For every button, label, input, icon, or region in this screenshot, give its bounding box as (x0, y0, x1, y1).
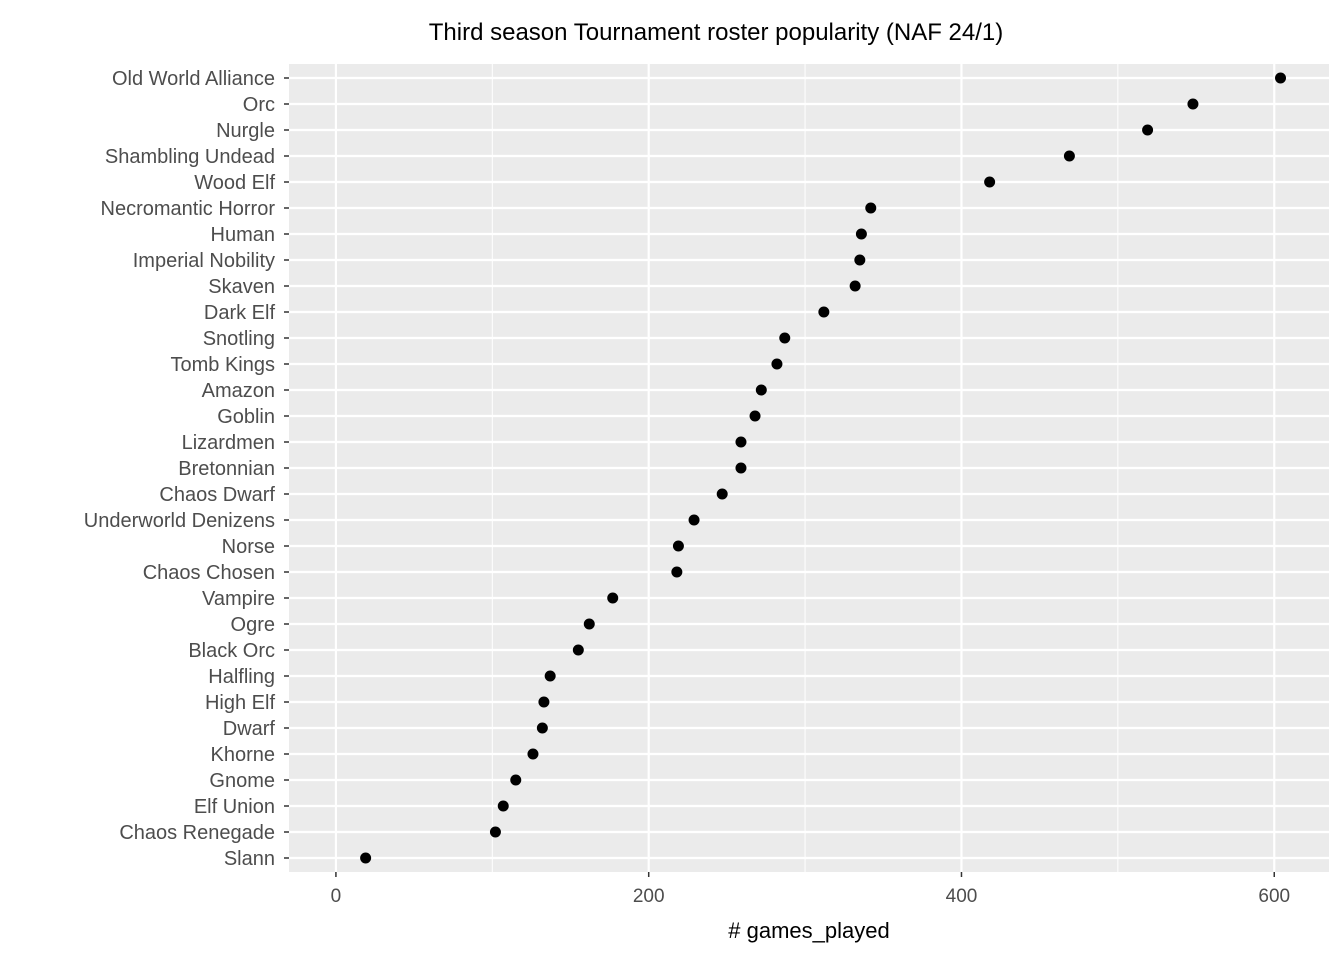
x-tick-label: 600 (1258, 886, 1290, 907)
y-tick-label: Chaos Dwarf (159, 484, 275, 506)
y-tick-label: Norse (222, 536, 275, 558)
y-tick-label: Imperial Nobility (133, 250, 275, 272)
y-tick-label: Khorne (211, 744, 276, 766)
y-tick-label: Necromantic Horror (101, 198, 276, 220)
data-point (688, 514, 700, 526)
data-point (716, 488, 728, 500)
y-tick-label: Skaven (208, 276, 275, 298)
data-point (671, 566, 683, 578)
y-tick-label: Halfling (208, 666, 275, 688)
data-point (865, 202, 877, 214)
data-point (1063, 150, 1075, 162)
y-tick-label: Nurgle (216, 120, 275, 142)
data-point (544, 670, 556, 682)
data-point (360, 852, 372, 864)
data-point (735, 436, 747, 448)
x-tick-label: 400 (946, 886, 978, 907)
data-point (771, 358, 783, 370)
y-tick-label: Wood Elf (194, 172, 275, 194)
y-axis: Old World Alliance Orc Nurgle Shambling Und… (84, 68, 289, 870)
y-tick-label: Old World Alliance (112, 68, 275, 90)
y-tick-label: Dark Elf (204, 302, 276, 324)
y-tick-label: High Elf (205, 692, 275, 714)
data-point (1187, 98, 1199, 110)
data-point (855, 228, 867, 240)
chart-title: Third season Tournament roster popularit… (429, 19, 1004, 46)
y-tick-label: Lizardmen (182, 432, 275, 454)
y-tick-label: Amazon (202, 380, 275, 402)
data-point (607, 592, 619, 604)
x-tick-label: 200 (633, 886, 665, 907)
y-tick-label: Slann (224, 848, 275, 870)
data-point (984, 176, 996, 188)
y-tick-label: Underworld Denizens (84, 510, 275, 532)
y-tick-label: Snotling (203, 328, 275, 350)
data-point (755, 384, 767, 396)
x-axis: 0 200 400 600 (331, 872, 1290, 907)
data-points (360, 72, 1287, 864)
y-tick-label: Chaos Chosen (143, 562, 275, 584)
y-tick-label: Human (211, 224, 275, 246)
grid-lines (289, 64, 1329, 872)
y-tick-label: Bretonnian (178, 458, 275, 480)
data-point (1275, 72, 1287, 84)
data-point (735, 462, 747, 474)
data-point (510, 774, 522, 786)
data-point (672, 540, 684, 552)
y-tick-label: Gnome (209, 770, 275, 792)
data-point (583, 618, 595, 630)
y-tick-label: Dwarf (223, 718, 276, 740)
data-point (779, 332, 791, 344)
y-tick-label: Goblin (217, 406, 275, 428)
data-point (1142, 124, 1154, 136)
data-point (497, 800, 509, 812)
y-tick-label: Elf Union (194, 796, 275, 818)
data-point (572, 644, 584, 656)
data-point (818, 306, 830, 318)
y-tick-label: Chaos Renegade (119, 822, 275, 844)
data-point (854, 254, 866, 266)
y-tick-label: Ogre (231, 614, 275, 636)
y-tick-label: Black Orc (188, 640, 275, 662)
data-point (527, 748, 539, 760)
data-point (538, 696, 550, 708)
x-axis-label: # games_played (728, 918, 889, 943)
data-point (849, 280, 861, 292)
data-point (536, 722, 548, 734)
x-tick-label: 0 (331, 886, 342, 907)
y-tick-label: Orc (243, 94, 275, 116)
y-tick-label: Shambling Undead (105, 146, 275, 168)
y-tick-label: Vampire (202, 588, 275, 610)
y-tick-label: Tomb Kings (171, 354, 276, 376)
data-point (489, 826, 501, 838)
data-point (749, 410, 761, 422)
